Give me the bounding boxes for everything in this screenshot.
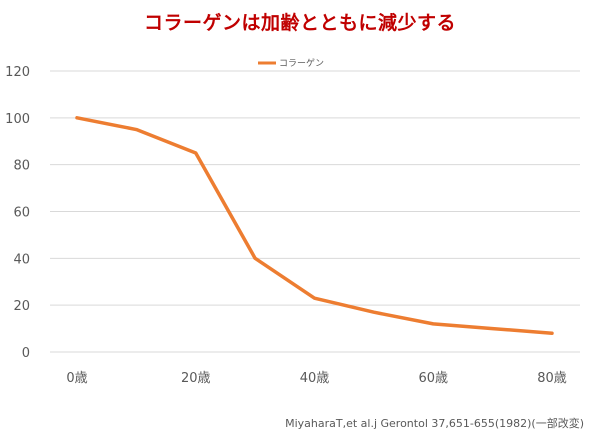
data-point — [76, 117, 78, 119]
y-axis-ticks: 0 20 40 60 80 100 120 — [5, 65, 30, 361]
x-axis-ticks: 0歳 20歳 40歳 60歳 80歳 — [66, 371, 566, 386]
y-tick-label: 40 — [13, 252, 30, 267]
x-tick-label: 60歳 — [418, 371, 448, 386]
data-point — [432, 323, 434, 325]
data-point — [373, 311, 375, 313]
y-tick-label: 20 — [13, 299, 30, 314]
data-point — [314, 297, 315, 299]
y-tick-label: 60 — [13, 206, 30, 221]
data-point — [254, 257, 256, 259]
x-tick-label: 20歳 — [181, 371, 211, 386]
y-tick-label: 80 — [13, 159, 30, 174]
legend-label: コラーゲン — [279, 57, 324, 69]
y-tick-label: 0 — [22, 346, 30, 361]
data-point — [195, 152, 197, 154]
y-tick-label: 120 — [5, 65, 30, 80]
x-tick-label: 80歳 — [537, 371, 567, 386]
legend: コラーゲン — [258, 57, 324, 69]
y-tick-label: 100 — [5, 112, 30, 127]
data-point — [135, 129, 137, 131]
x-tick-label: 40歳 — [300, 371, 330, 386]
x-tick-label: 0歳 — [66, 371, 87, 386]
series-collagen — [75, 116, 554, 336]
source-citation: MiyaharaT,et al.j Gerontol 37,651-655(19… — [285, 417, 584, 430]
chart-title: コラーゲンは加齢とともに減少する — [143, 12, 456, 34]
series-line — [75, 116, 554, 336]
data-point — [551, 332, 553, 334]
gridlines — [50, 70, 580, 353]
data-point — [492, 328, 494, 330]
